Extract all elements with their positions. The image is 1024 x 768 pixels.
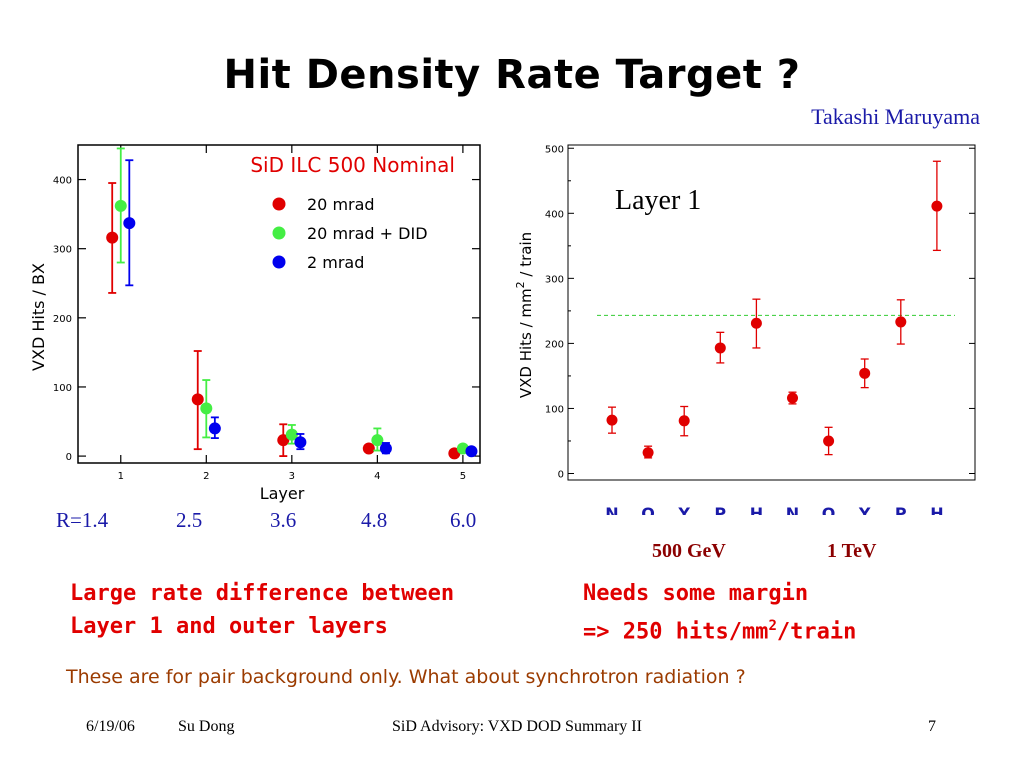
right-chart-ytick-label: 100 xyxy=(545,404,564,415)
radius-label-1: R=1.4 xyxy=(56,508,109,532)
footer-presenter: Su Dong xyxy=(178,718,235,735)
left-chart-ytick-label: 300 xyxy=(53,245,72,256)
left-chart-legend: 20 mrad 20 mrad + DID 2 mrad xyxy=(272,195,428,272)
right-chart-ytick-label: 300 xyxy=(545,274,564,285)
right-chart-ytick-label: 400 xyxy=(545,209,564,220)
right-chart-category-label: Y xyxy=(858,504,871,515)
right-chart-ylabel-post: / train xyxy=(517,232,535,282)
right-chart-category-label: Q xyxy=(822,504,836,515)
left-chart-legend-label: 20 mrad xyxy=(307,195,375,214)
left-chart-legend-marker xyxy=(272,226,286,240)
left-chart-point xyxy=(362,442,375,455)
right-chart-point xyxy=(606,414,618,426)
right-chart-plot-frame xyxy=(567,144,976,481)
right-chart-ytick-label: 0 xyxy=(558,469,564,480)
right-chart-point xyxy=(859,367,871,379)
left-chart-ytick-label: 400 xyxy=(53,176,72,187)
footer-page: 7 xyxy=(928,718,936,735)
right-chart-point xyxy=(931,200,943,212)
left-chart-point xyxy=(114,199,127,212)
footer-center: SiD Advisory: VXD DOD Summary II xyxy=(392,718,642,735)
left-chart-point xyxy=(200,402,213,415)
right-chart-category-label: H xyxy=(930,504,943,515)
left-chart-xtick-label: 1 xyxy=(118,471,124,482)
right-chart-category-label: H xyxy=(750,504,763,515)
energy-label-1tev: 1 TeV xyxy=(827,540,877,562)
left-chart-xtick-label: 3 xyxy=(289,471,295,482)
right-chart-category-label: N xyxy=(786,504,799,515)
left-chart-ytick-label: 200 xyxy=(53,314,72,325)
right-chart-category-label: P xyxy=(895,504,907,515)
note-right-line-2-sup: 2 xyxy=(768,618,777,634)
left-chart-point xyxy=(371,434,384,447)
energy-label-500gev: 500 GeV xyxy=(652,540,726,562)
radius-label-5: 6.0 xyxy=(450,508,477,532)
left-chart-legend-marker xyxy=(272,255,286,269)
left-chart-plot-frame xyxy=(77,144,481,464)
right-chart-point xyxy=(714,342,726,354)
right-chart-point xyxy=(787,392,798,404)
left-chart-ytick-label: 100 xyxy=(53,383,72,394)
right-chart-point xyxy=(895,316,907,328)
note-right: Needs some margin => 250 hits/mm2/train xyxy=(583,577,856,648)
right-chart: 0 100 200 300 400 500 Layer 1 VXD Hits / mm2 … xyxy=(514,144,976,515)
note-left: Large rate difference between Layer 1 and… xyxy=(70,577,454,643)
left-chart-xlabel: Layer xyxy=(260,484,305,503)
left-chart-point xyxy=(106,231,119,244)
slide-title: Hit Density Rate Target ? xyxy=(223,52,801,98)
right-chart-point xyxy=(678,415,690,427)
right-chart-category-label: N xyxy=(605,504,618,515)
left-chart-xtick-label: 4 xyxy=(374,471,380,482)
radius-labels: R=1.4 2.5 3.6 4.8 6.0 xyxy=(0,508,1024,540)
right-chart-ytick-label: 500 xyxy=(545,144,564,155)
right-chart-point xyxy=(823,435,835,447)
left-chart-xtick-label: 2 xyxy=(203,471,209,482)
left-chart-legend-label: 2 mrad xyxy=(307,253,364,272)
radius-label-2: 2.5 xyxy=(176,508,203,532)
right-chart-ytick-label: 200 xyxy=(545,339,564,350)
right-chart-point xyxy=(642,447,654,459)
left-chart-point xyxy=(285,428,298,441)
right-chart-category-label: Y xyxy=(677,504,690,515)
left-chart-point xyxy=(191,393,204,406)
radius-label-4: 4.8 xyxy=(361,508,388,532)
left-chart-point xyxy=(465,445,478,458)
left-chart-point xyxy=(294,436,307,449)
note-left-line-1: Large rate difference between xyxy=(70,581,455,606)
right-chart-title: Layer 1 xyxy=(615,185,701,216)
left-chart-title: SiD ILC 500 Nominal xyxy=(250,153,455,177)
left-chart-ytick-label: 0 xyxy=(66,452,72,463)
note-right-line-2-pre: => 250 hits/mm xyxy=(583,619,769,645)
footer-date: 6/19/06 xyxy=(86,718,135,735)
right-chart-category-label: P xyxy=(714,504,726,515)
left-chart-point xyxy=(379,442,392,455)
right-chart-ylabel: VXD Hits / mm2 / train xyxy=(514,232,535,398)
right-chart-category-label: Q xyxy=(641,504,655,515)
note-right-line-2-post: /train xyxy=(776,619,857,645)
right-chart-ylabel-sup: 2 xyxy=(514,281,527,288)
note-right-line-1: Needs some margin xyxy=(583,581,809,606)
left-chart: 0 100 200 300 400 1 2 3 4 5 SiD ILC 500 Nominal L… xyxy=(30,144,481,503)
author-name: Takashi Maruyama xyxy=(811,104,980,129)
right-chart-ylabel-main: VXD Hits / mm xyxy=(517,288,535,398)
left-chart-legend-label: 20 mrad + DID xyxy=(307,224,428,243)
right-chart-point xyxy=(750,317,762,329)
radius-label-3: 3.6 xyxy=(270,508,297,532)
left-chart-point xyxy=(208,422,221,435)
left-chart-xtick-label: 5 xyxy=(460,471,466,482)
note-right-line-2: => 250 hits/mm2/train xyxy=(583,610,856,648)
left-chart-legend-marker xyxy=(272,197,286,211)
left-chart-point xyxy=(123,217,136,230)
left-chart-point xyxy=(277,434,290,447)
left-chart-ylabel: VXD Hits / BX xyxy=(30,263,48,371)
note-left-line-2: Layer 1 and outer layers xyxy=(70,614,388,639)
bottom-note: These are for pair background only. What… xyxy=(66,666,746,688)
